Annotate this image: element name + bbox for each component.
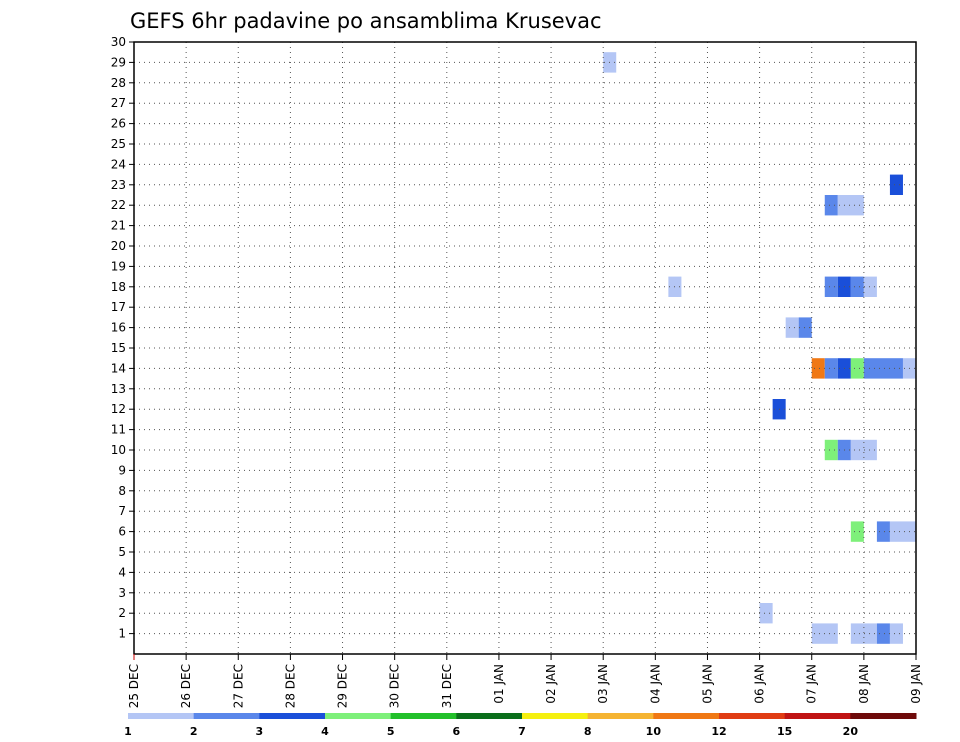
y-tick-label-3: 3 [118, 586, 126, 600]
colorbar-label-7: 7 [518, 725, 526, 738]
colorbar-segment-3 [259, 713, 326, 719]
colorbar-label-5: 5 [387, 725, 395, 738]
cell-member-2-24 [759, 603, 773, 624]
cell-member-14-11 [811, 358, 825, 379]
y-tick-label-1: 1 [118, 627, 126, 641]
x-tick-label-0: 25 DEC [127, 664, 141, 708]
y-tick-label-19: 19 [111, 259, 126, 273]
cell-member-10-20 [850, 439, 877, 461]
x-tick-label-2: 27 DEC [231, 664, 245, 708]
y-tick-label-12: 12 [111, 402, 126, 416]
colorbar-segment-6 [456, 713, 523, 719]
x-tick-label-10: 04 JAN [648, 664, 662, 704]
cell-member-1-28 [889, 623, 903, 644]
colorbar-label-1: 1 [124, 725, 132, 738]
x-tick-label-14: 08 JAN [857, 664, 871, 704]
colorbar-segment-1 [128, 713, 195, 719]
colorbar-label-10: 10 [646, 725, 662, 738]
y-tick-label-21: 21 [111, 219, 126, 233]
y-tick-label-9: 9 [118, 463, 126, 477]
colorbar-label-2: 2 [190, 725, 198, 738]
y-tick-label-8: 8 [118, 484, 126, 498]
x-tick-label-6: 31 DEC [440, 664, 454, 708]
cell-member-6-23 [889, 521, 916, 542]
x-tick-label-13: 07 JAN [805, 664, 819, 704]
y-tick-label-29: 29 [111, 55, 126, 69]
cell-member-18-7 [850, 276, 864, 297]
x-tick-label-11: 05 JAN [700, 664, 714, 704]
y-tick-label-20: 20 [111, 239, 126, 253]
colorbar-label-4: 4 [321, 725, 329, 738]
cell-member-22-3 [837, 195, 864, 216]
grid-layer [134, 42, 916, 654]
colorbar-label-6: 6 [453, 725, 461, 738]
y-tick-label-6: 6 [118, 525, 126, 539]
cell-member-14-15 [863, 358, 903, 379]
colorbar-label-20: 20 [843, 725, 859, 738]
colorbar-segment-20 [850, 713, 917, 719]
cells-layer [603, 52, 916, 644]
x-tick-label-8: 02 JAN [544, 664, 558, 704]
cell-member-1-27 [876, 623, 890, 644]
y-tick-label-28: 28 [111, 76, 126, 90]
cell-member-14-14 [850, 358, 864, 379]
colorbar-segment-7 [522, 713, 589, 719]
colorbar-segment-4 [325, 713, 392, 719]
y-tick-label-22: 22 [111, 198, 126, 212]
y-tick-label-11: 11 [111, 423, 126, 437]
colorbar-segment-15 [784, 713, 851, 719]
x-tick-label-1: 26 DEC [179, 664, 193, 708]
x-tick-label-12: 06 JAN [753, 664, 767, 704]
y-tick-label-18: 18 [111, 280, 126, 294]
y-tick-label-4: 4 [118, 565, 126, 579]
x-axis: 25 DEC 26 DEC 27 DEC 28 DEC 29 DEC 30 DEC 31 D… [127, 654, 923, 708]
colorbar-segment-2 [193, 713, 260, 719]
x-tick-label-7: 01 JAN [492, 664, 506, 704]
x-tick-label-9: 03 JAN [596, 664, 610, 704]
y-tick-label-24: 24 [111, 157, 126, 171]
x-tick-label-4: 29 DEC [336, 664, 350, 708]
cell-member-18-5 [824, 276, 838, 297]
colorbar-label-3: 3 [256, 725, 264, 738]
y-tick-label-15: 15 [111, 341, 126, 355]
y-tick-label-5: 5 [118, 545, 126, 559]
x-tick-label-3: 28 DEC [283, 664, 297, 708]
y-tick-label-23: 23 [111, 178, 126, 192]
cell-member-1-26 [850, 623, 877, 644]
colorbar-segment-8 [587, 713, 654, 719]
cell-member-6-22 [876, 521, 890, 542]
colorbar-segment-12 [719, 713, 786, 719]
cell-member-18-8 [863, 276, 877, 297]
y-tick-label-26: 26 [111, 117, 126, 131]
colorbar: 1 2 3 4 5 6 7 8 10 12 15 20 [124, 713, 917, 738]
x-tick-label-5: 30 DEC [388, 664, 402, 708]
y-tick-label-14: 14 [111, 361, 126, 375]
y-tick-label-30: 30 [111, 35, 126, 49]
y-tick-label-10: 10 [111, 443, 126, 457]
colorbar-segment-5 [390, 713, 457, 719]
y-axis: 1234567891011121314151617181920212223242… [111, 35, 134, 641]
cell-member-22-2 [824, 195, 838, 216]
y-tick-label-25: 25 [111, 137, 126, 151]
y-tick-label-7: 7 [118, 504, 126, 518]
cell-member-16-9 [785, 317, 799, 338]
colorbar-segment-10 [653, 713, 720, 719]
y-tick-label-13: 13 [111, 382, 126, 396]
cell-member-23-1 [889, 174, 903, 195]
y-tick-label-27: 27 [111, 96, 126, 110]
cell-member-16-10 [798, 317, 812, 338]
colorbar-label-15: 15 [777, 725, 792, 738]
colorbar-label-8: 8 [584, 725, 592, 738]
cell-member-14-12 [824, 358, 838, 379]
cell-member-6-21 [850, 521, 864, 542]
y-tick-label-2: 2 [118, 606, 126, 620]
chart-title: GEFS 6hr padavine po ansamblima Krusevac [130, 9, 602, 33]
y-tick-label-16: 16 [111, 321, 126, 335]
colorbar-label-12: 12 [711, 725, 726, 738]
cell-member-10-18 [824, 439, 838, 461]
y-tick-label-17: 17 [111, 300, 126, 314]
x-tick-label-15: 09 JAN [909, 664, 923, 704]
